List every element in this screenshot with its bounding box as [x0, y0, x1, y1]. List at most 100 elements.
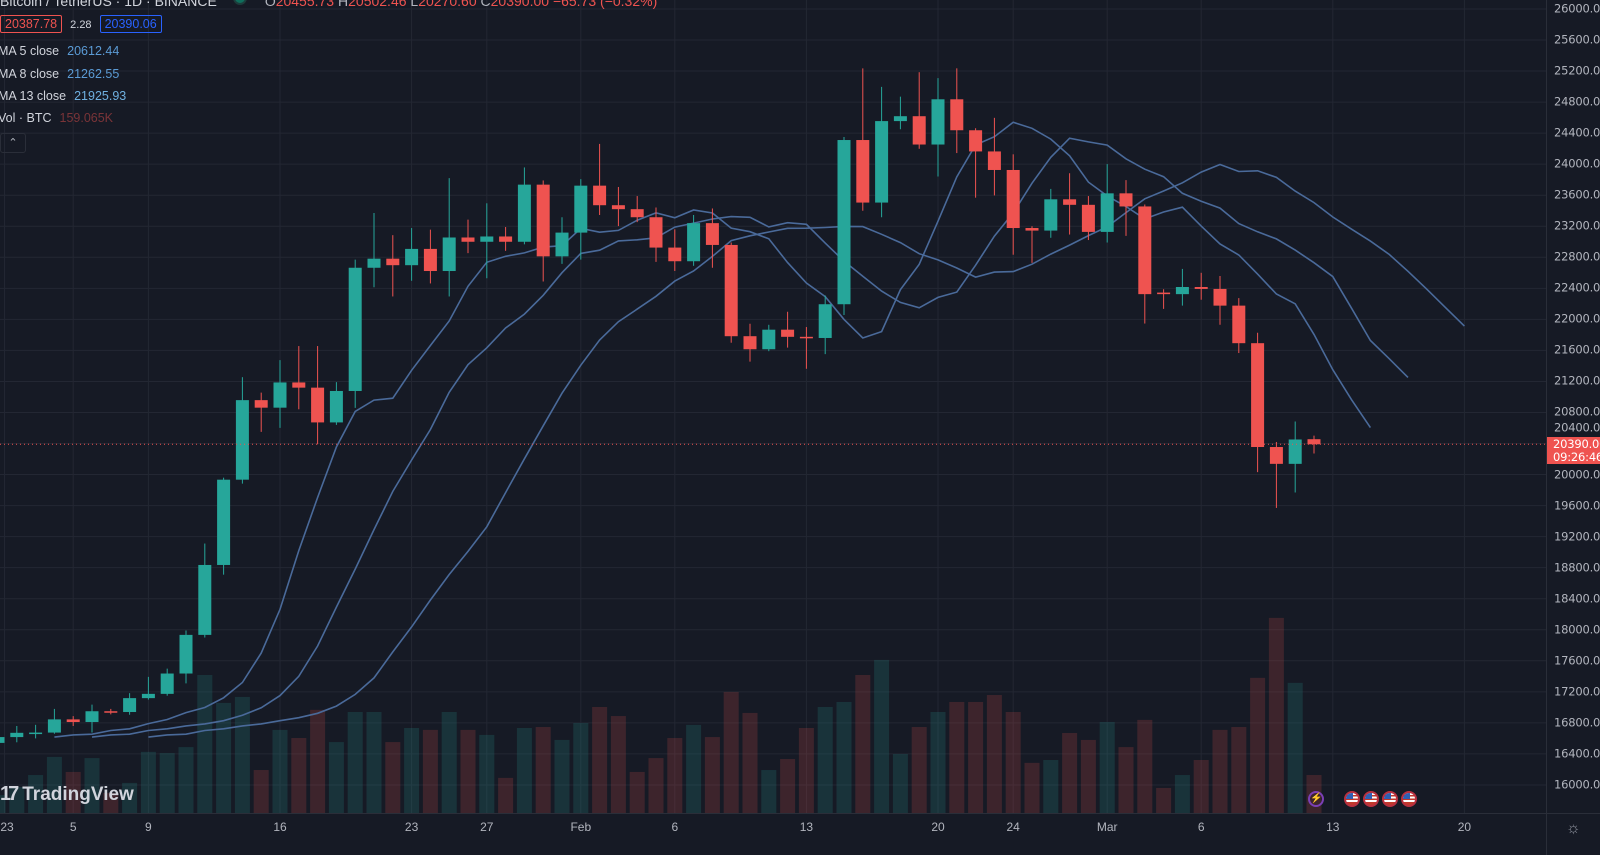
volume-bar — [704, 737, 720, 813]
candle-body — [743, 336, 757, 350]
time-axis[interactable]: 23 5 9 16 23 27 Feb 6 13 20 24 Mar 6 13 20 — [0, 813, 1546, 855]
candle-up — [348, 259, 362, 408]
price-axis[interactable]: 26000.00 25600.00 25200.00 24800.00 24400.00… — [1546, 0, 1600, 813]
tradingview-logo[interactable]: 17 TradingView — [0, 783, 134, 806]
legend-value: 159.065K — [59, 111, 114, 125]
symbol-title[interactable]: Bitcoin / TetherUS · 1D · BINANCE — [0, 0, 217, 9]
candle-up — [367, 213, 381, 288]
candle-up — [160, 668, 174, 696]
volume-bar — [855, 674, 871, 813]
candle-body — [912, 116, 926, 145]
volume-bar — [422, 729, 438, 813]
candle-body — [574, 185, 588, 233]
volume-bar — [573, 722, 589, 813]
volume-bar — [592, 706, 608, 813]
candle-body — [461, 237, 475, 242]
candle-down — [1307, 435, 1321, 454]
volume-bar — [667, 738, 683, 813]
volume-bar — [1080, 739, 1096, 813]
volume-bar — [817, 706, 833, 813]
lightning-icon[interactable]: ⚡ — [1308, 791, 1324, 807]
candle-body — [104, 711, 118, 713]
collapse-legend-button[interactable]: ⌃ — [0, 133, 26, 153]
current-price-label: 20390.00 09:26:46 — [1547, 437, 1600, 464]
gear-icon[interactable]: ☼ — [1566, 820, 1581, 837]
candle-down — [66, 716, 80, 726]
volume-bar — [1268, 617, 1284, 813]
candle-body — [499, 236, 513, 242]
price-tick-label: 26000.00 — [1554, 1, 1600, 16]
candle-up — [123, 693, 137, 715]
quote-row: 20387.78 2.28 20390.06 — [0, 15, 162, 33]
candle-body — [1044, 199, 1058, 231]
price-tick-label: 24000.00 — [1554, 156, 1600, 171]
candle-body — [480, 236, 494, 242]
volume-bar — [1231, 727, 1247, 813]
volume-bar — [9, 786, 25, 813]
candle-body — [1232, 305, 1246, 344]
volume-bar — [347, 711, 363, 813]
us-flag-icon[interactable] — [1363, 791, 1379, 807]
candle-down — [705, 208, 719, 268]
volume-bar — [404, 727, 420, 813]
legend-volume[interactable]: Vol · BTC 159.065K — [0, 111, 113, 125]
candle-up — [0, 737, 5, 743]
candle-down — [724, 242, 738, 343]
candle-up — [480, 203, 494, 279]
candle-body — [555, 232, 569, 257]
symbol-header: Bitcoin / TetherUS · 1D · BINANCE O20455.… — [0, 0, 657, 9]
time-tick-label: 5 — [69, 820, 77, 834]
candle-down — [1081, 196, 1095, 241]
volume-bar — [140, 751, 156, 813]
candle-body — [762, 329, 776, 350]
time-tick-label: 20 — [931, 820, 945, 834]
candle-body — [969, 130, 983, 152]
candle-body — [1288, 439, 1302, 464]
volume-bar — [65, 771, 81, 813]
spread-value: 2.28 — [70, 19, 92, 31]
candle-body — [1063, 199, 1077, 205]
volume-bars — [0, 617, 1322, 813]
candle-body — [29, 732, 43, 735]
volume-bar — [84, 758, 100, 813]
candle-up — [687, 214, 701, 266]
sell-price-button[interactable]: 20387.78 — [0, 15, 63, 33]
candle-body — [1213, 288, 1227, 306]
us-flag-icon[interactable] — [1401, 791, 1417, 807]
candle-body — [1269, 447, 1283, 464]
candle-down — [292, 346, 306, 410]
legend-ma13[interactable]: MA 13 close 21925.93 — [0, 89, 126, 103]
volume-bar — [1005, 711, 1021, 813]
price-tick-label: 18800.00 — [1554, 560, 1600, 575]
volume-bar — [103, 792, 119, 813]
candle-body — [123, 698, 137, 713]
legend-ma8[interactable]: MA 8 close 21262.55 — [0, 67, 119, 81]
candle-body — [611, 205, 625, 210]
candle-down — [461, 219, 475, 254]
us-flag-icon[interactable] — [1382, 791, 1398, 807]
candlestick-chart[interactable] — [0, 0, 1546, 813]
candle-down — [1025, 226, 1039, 263]
candle-down — [536, 180, 550, 282]
candle-down — [1138, 204, 1152, 324]
candle-body — [0, 737, 5, 743]
open-value: 20455.73 — [275, 0, 335, 9]
candle-down — [781, 311, 795, 348]
volume-bar — [761, 770, 777, 813]
chart-pane[interactable] — [0, 0, 1546, 813]
legend-ma5[interactable]: MA 5 close 20612.44 — [0, 44, 119, 58]
volume-bar — [986, 695, 1002, 813]
candle-body — [1175, 287, 1189, 295]
bar-countdown: 09:26:46 — [1553, 450, 1600, 464]
candle-body — [517, 184, 531, 242]
us-flag-icon[interactable] — [1344, 791, 1360, 807]
volume-bar — [836, 701, 852, 813]
volume-bar — [197, 674, 213, 813]
price-tick-label: 22400.00 — [1554, 280, 1600, 295]
candle-up — [1100, 164, 1114, 243]
price-tick-label: 16000.00 — [1554, 777, 1600, 792]
price-tick-label: 17200.00 — [1554, 684, 1600, 699]
candle-body — [329, 390, 343, 423]
candle-body — [931, 99, 945, 145]
buy-price-button[interactable]: 20390.06 — [99, 15, 162, 33]
